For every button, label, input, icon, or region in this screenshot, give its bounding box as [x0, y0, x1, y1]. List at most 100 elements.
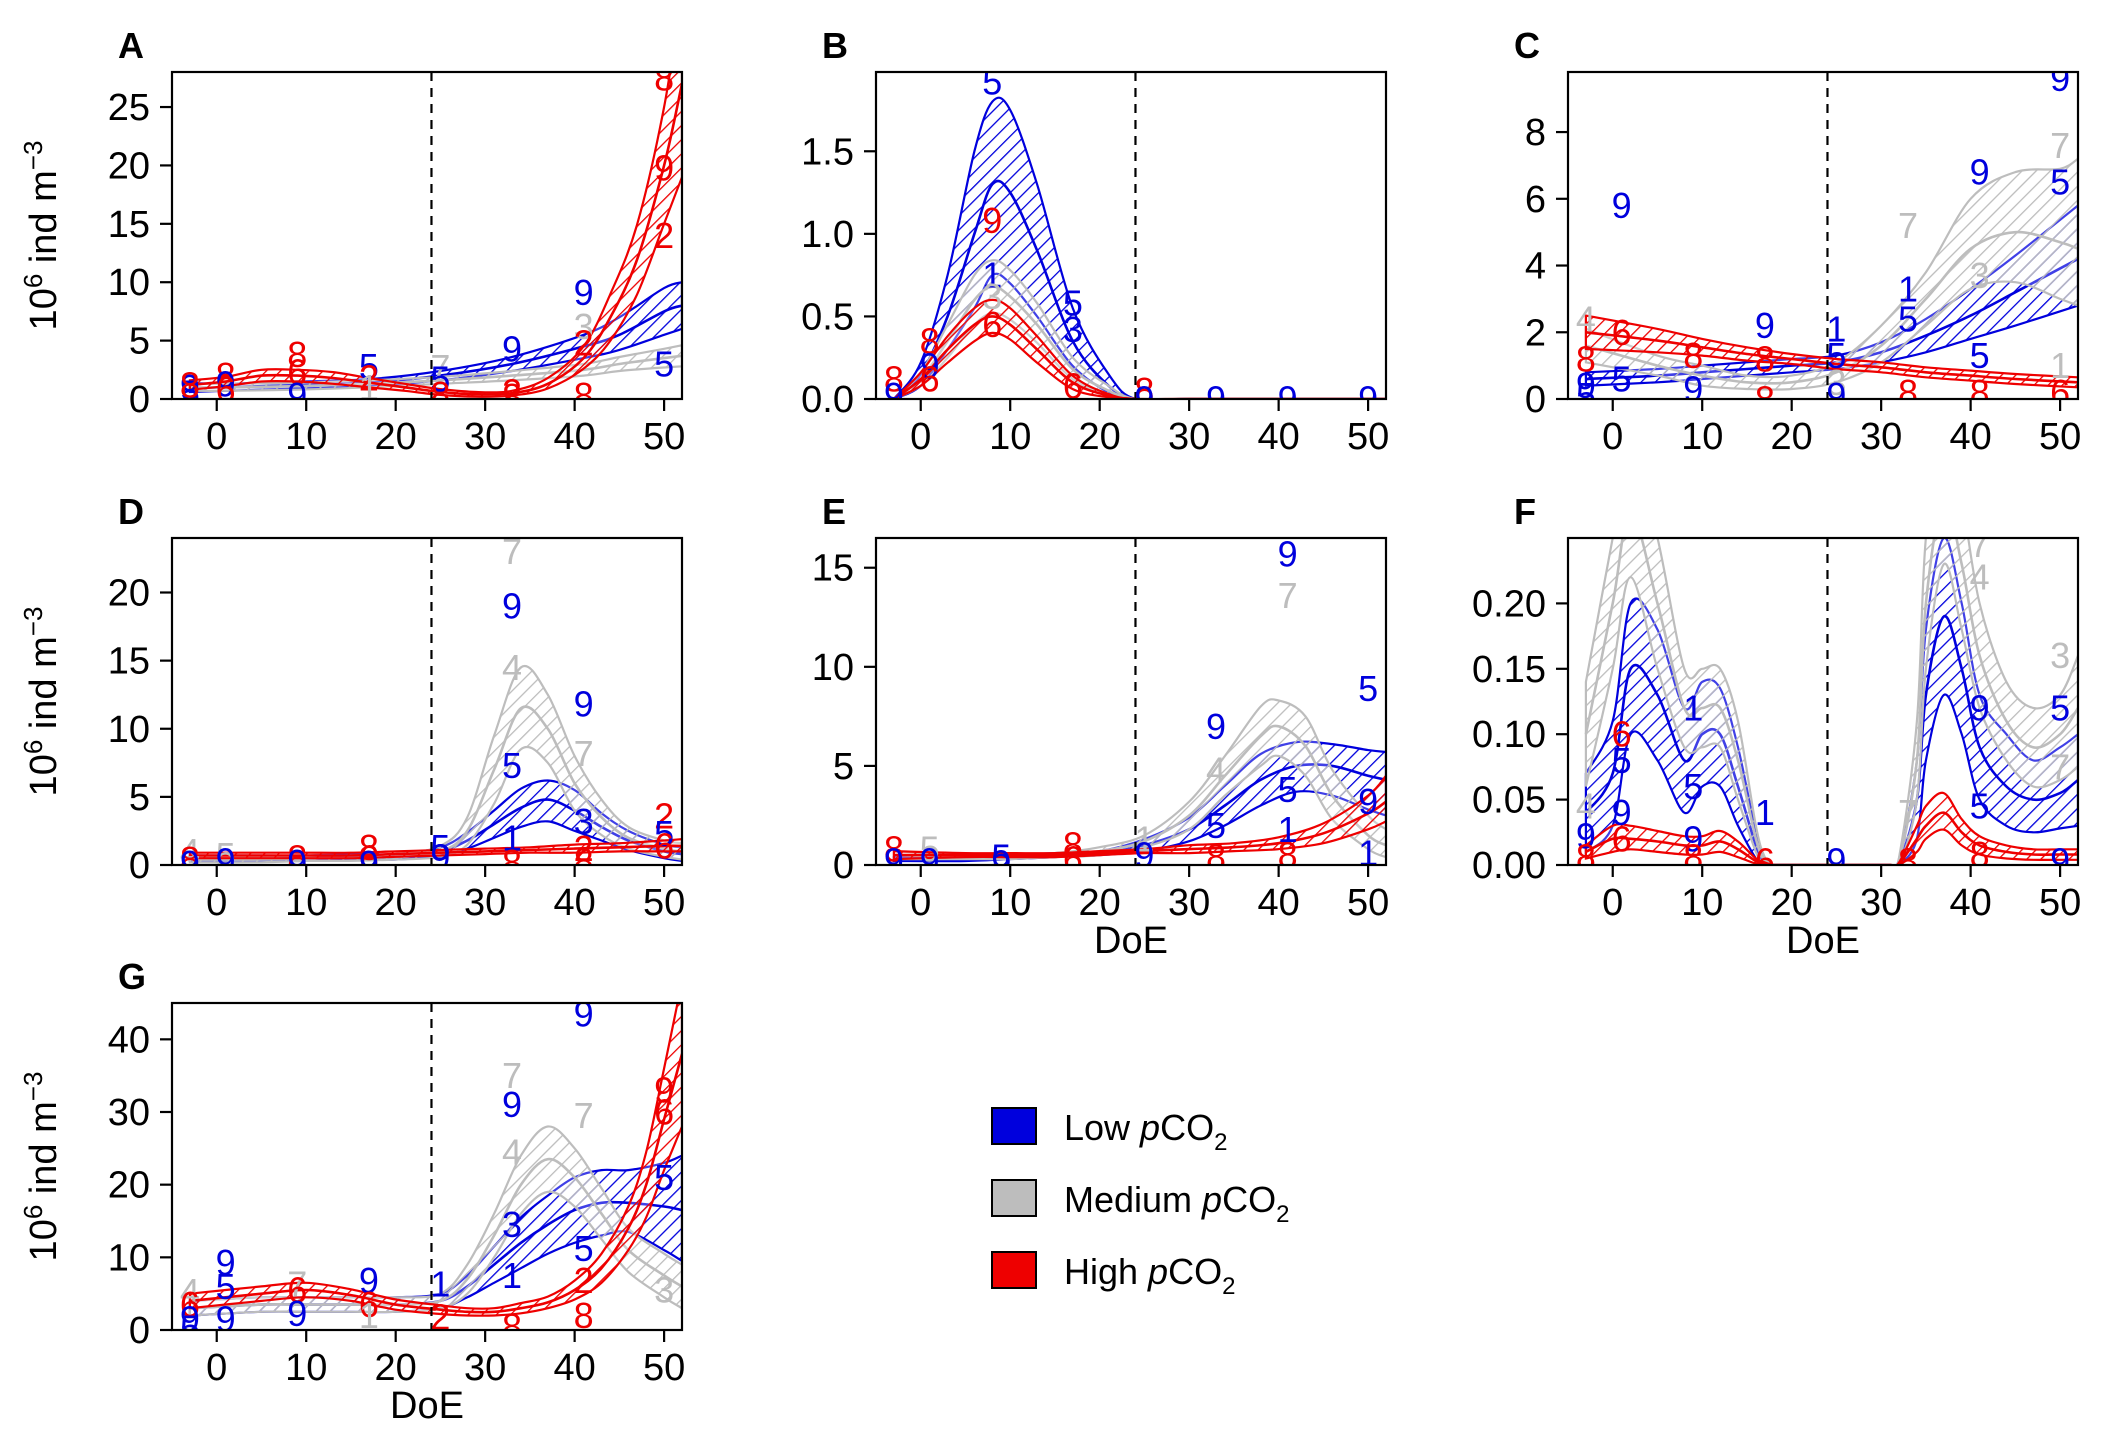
- x-tick-label-d-0: 0: [206, 882, 227, 924]
- data-point-a-6: 8: [287, 334, 307, 375]
- y-tick-label-g-4: 40: [108, 1019, 150, 1061]
- x-tick-label-g-2: 20: [375, 1347, 417, 1389]
- data-point-f-13: 9: [1826, 841, 1846, 882]
- data-point-f-11: 1: [1755, 792, 1775, 833]
- plot-frame-c: [1566, 70, 2080, 401]
- y-tick-label-a-5: 25: [108, 87, 150, 129]
- data-point-a-3: 8: [216, 355, 236, 396]
- data-point-b-2: 8: [920, 321, 940, 362]
- x-tick-label-a-5: 50: [643, 416, 685, 458]
- data-point-e-2: 5: [920, 829, 940, 870]
- data-point-c-28: 6: [2050, 372, 2070, 413]
- data-point-d-7: 8: [359, 827, 379, 868]
- y-tick-label-g-0: 0: [129, 1310, 150, 1352]
- x-tick-label-f-0: 0: [1602, 882, 1623, 924]
- panel-label-d: D: [118, 491, 144, 532]
- data-point-g-15: 7: [502, 1055, 522, 1096]
- data-point-d-23: 2: [654, 795, 674, 836]
- x-tick-label-g-0: 0: [206, 1347, 227, 1389]
- x-tick-label-a-3: 30: [464, 416, 506, 458]
- x-axis-title-g: DoE: [390, 1385, 464, 1427]
- data-point-a-1: 5: [180, 373, 200, 414]
- x-tick-label-c-4: 40: [1949, 416, 1991, 458]
- x-tick-label-f-1: 10: [1681, 882, 1723, 924]
- y-tick-label-g-1: 10: [108, 1237, 150, 1279]
- data-point-d-14: 4: [502, 647, 522, 688]
- data-point-c-2: 9: [1576, 365, 1596, 406]
- data-point-d-15: 5: [502, 745, 522, 786]
- y-tick-label-f-3: 0.15: [1472, 649, 1546, 691]
- fit-line-medium-a: [189, 354, 682, 389]
- ci-band-high-e: [892, 774, 1386, 861]
- y-tick-label-b-2: 1.0: [801, 214, 854, 256]
- data-point-c-25: 7: [2050, 125, 2070, 166]
- data-point-f-22: 5: [2050, 688, 2070, 729]
- data-point-g-17: 4: [502, 1131, 522, 1172]
- data-point-g-10: 9: [359, 1260, 379, 1301]
- y-tick-label-b-1: 0.5: [801, 296, 854, 338]
- y-tick-label-e-3: 15: [812, 548, 854, 590]
- data-point-e-3: 9: [920, 841, 940, 882]
- data-point-g-11: 6: [359, 1284, 379, 1325]
- data-point-g-2: 9: [180, 1299, 200, 1340]
- panel-label-g: G: [118, 956, 146, 997]
- data-point-d-0: 4: [180, 831, 200, 872]
- data-point-a-13: 5: [430, 359, 450, 400]
- legend-swatch-high: [991, 1251, 1037, 1289]
- y-tick-label-c-0: 0: [1525, 379, 1546, 421]
- x-axis-title-f: DoE: [1786, 920, 1860, 962]
- x-tick-label-e-5: 50: [1347, 882, 1389, 924]
- data-point-d-5: 8: [287, 838, 307, 879]
- data-point-g-18: 3: [502, 1204, 522, 1245]
- data-point-e-15: 7: [1278, 575, 1298, 616]
- data-point-g-7: 7: [287, 1264, 307, 1305]
- data-point-e-4: 5: [991, 837, 1011, 878]
- x-tick-label-c-0: 0: [1602, 416, 1623, 458]
- data-point-c-16: 7: [1898, 205, 1918, 246]
- plot-frame-e: [874, 536, 1388, 867]
- data-point-c-20: 9: [1970, 152, 1990, 193]
- x-tick-label-e-0: 0: [910, 882, 931, 924]
- data-point-e-12: 5: [1206, 805, 1226, 846]
- y-tick-label-a-4: 20: [108, 145, 150, 187]
- data-point-b-9: 6: [982, 304, 1002, 345]
- data-point-b-11: 3: [1063, 309, 1083, 350]
- data-point-f-9: 9: [1683, 818, 1703, 859]
- data-point-a-0: 9: [180, 367, 200, 408]
- data-point-e-21: 1: [1358, 833, 1378, 874]
- plot-frame-b: [874, 70, 1388, 401]
- data-point-a-15: 9: [502, 328, 522, 369]
- fit-line-high-d: [189, 844, 682, 857]
- data-point-e-5: 9: [991, 843, 1011, 884]
- x-tick-label-c-2: 20: [1771, 416, 1813, 458]
- data-point-e-17: 1: [1278, 809, 1298, 850]
- plot-frame-d: [170, 536, 684, 867]
- x-tick-label-c-3: 30: [1860, 416, 1902, 458]
- data-point-a-11: 1: [359, 367, 379, 408]
- data-point-d-16: 1: [502, 817, 522, 858]
- data-point-c-23: 8: [1970, 372, 1990, 413]
- y-tick-label-f-4: 0.20: [1472, 583, 1546, 625]
- x-tick-label-a-0: 0: [206, 416, 227, 458]
- legend-label-medium: Medium pCO2: [1064, 1179, 1289, 1228]
- x-tick-label-g-5: 50: [643, 1347, 685, 1389]
- data-point-c-0: 4: [1576, 298, 1596, 339]
- data-point-g-24: 2: [574, 1260, 594, 1301]
- data-point-f-6: 6: [1612, 818, 1632, 859]
- data-point-f-7: 1: [1683, 688, 1703, 729]
- fit-line-low-b: [893, 179, 1386, 399]
- y-tick-label-f-2: 0.10: [1472, 714, 1546, 756]
- data-point-b-0: 8: [884, 359, 904, 400]
- data-point-g-19: 1: [502, 1255, 522, 1296]
- panel-label-c: C: [1514, 25, 1540, 66]
- ci-band-low-b: [893, 96, 1386, 399]
- data-point-f-8: 5: [1683, 766, 1703, 807]
- x-tick-label-d-2: 20: [375, 882, 417, 924]
- y-tick-label-c-3: 6: [1525, 179, 1546, 221]
- data-point-e-20: 9: [1358, 781, 1378, 822]
- data-point-a-22: 8: [654, 57, 674, 98]
